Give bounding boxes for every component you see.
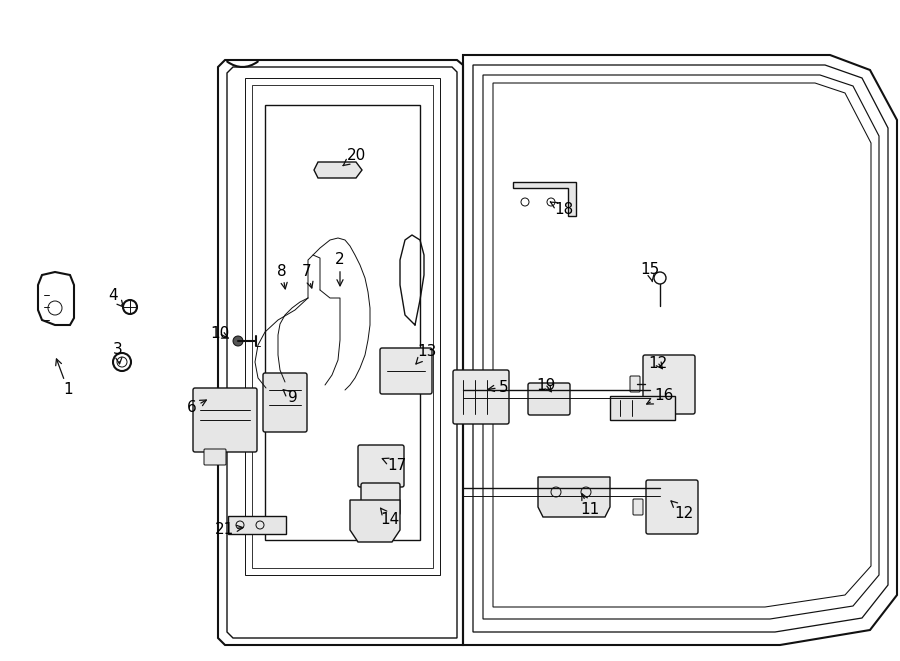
Text: 7: 7 [302,264,313,288]
FancyBboxPatch shape [528,383,570,415]
Text: 9: 9 [284,390,298,405]
Text: 20: 20 [343,147,366,166]
Text: 8: 8 [277,264,287,289]
FancyBboxPatch shape [630,376,640,392]
FancyBboxPatch shape [380,348,432,394]
Text: 1: 1 [56,359,73,397]
FancyBboxPatch shape [358,445,404,487]
FancyBboxPatch shape [646,480,698,534]
Polygon shape [314,162,362,178]
FancyBboxPatch shape [193,388,257,452]
Text: 10: 10 [211,327,230,342]
Text: 6: 6 [187,400,206,416]
Text: 17: 17 [382,457,407,473]
Text: 12: 12 [671,501,694,520]
Text: 19: 19 [536,377,555,393]
Text: 5: 5 [488,379,508,395]
Polygon shape [228,516,286,534]
Text: 16: 16 [647,387,674,404]
FancyBboxPatch shape [453,370,509,424]
Text: 4: 4 [108,288,123,307]
Polygon shape [513,182,576,216]
Polygon shape [350,500,400,542]
Text: 15: 15 [641,262,660,282]
Text: 13: 13 [416,344,436,364]
FancyBboxPatch shape [204,449,226,465]
Circle shape [233,336,243,346]
Polygon shape [538,477,610,517]
Polygon shape [610,396,675,420]
Text: 12: 12 [648,356,668,371]
Text: 21: 21 [214,522,243,537]
FancyBboxPatch shape [633,499,643,515]
Text: 3: 3 [113,342,123,364]
Text: 2: 2 [335,253,345,286]
Text: 11: 11 [580,494,599,518]
Text: 14: 14 [381,508,400,527]
FancyBboxPatch shape [263,373,307,432]
FancyBboxPatch shape [643,355,695,414]
Text: 18: 18 [550,202,573,217]
FancyBboxPatch shape [361,483,400,515]
